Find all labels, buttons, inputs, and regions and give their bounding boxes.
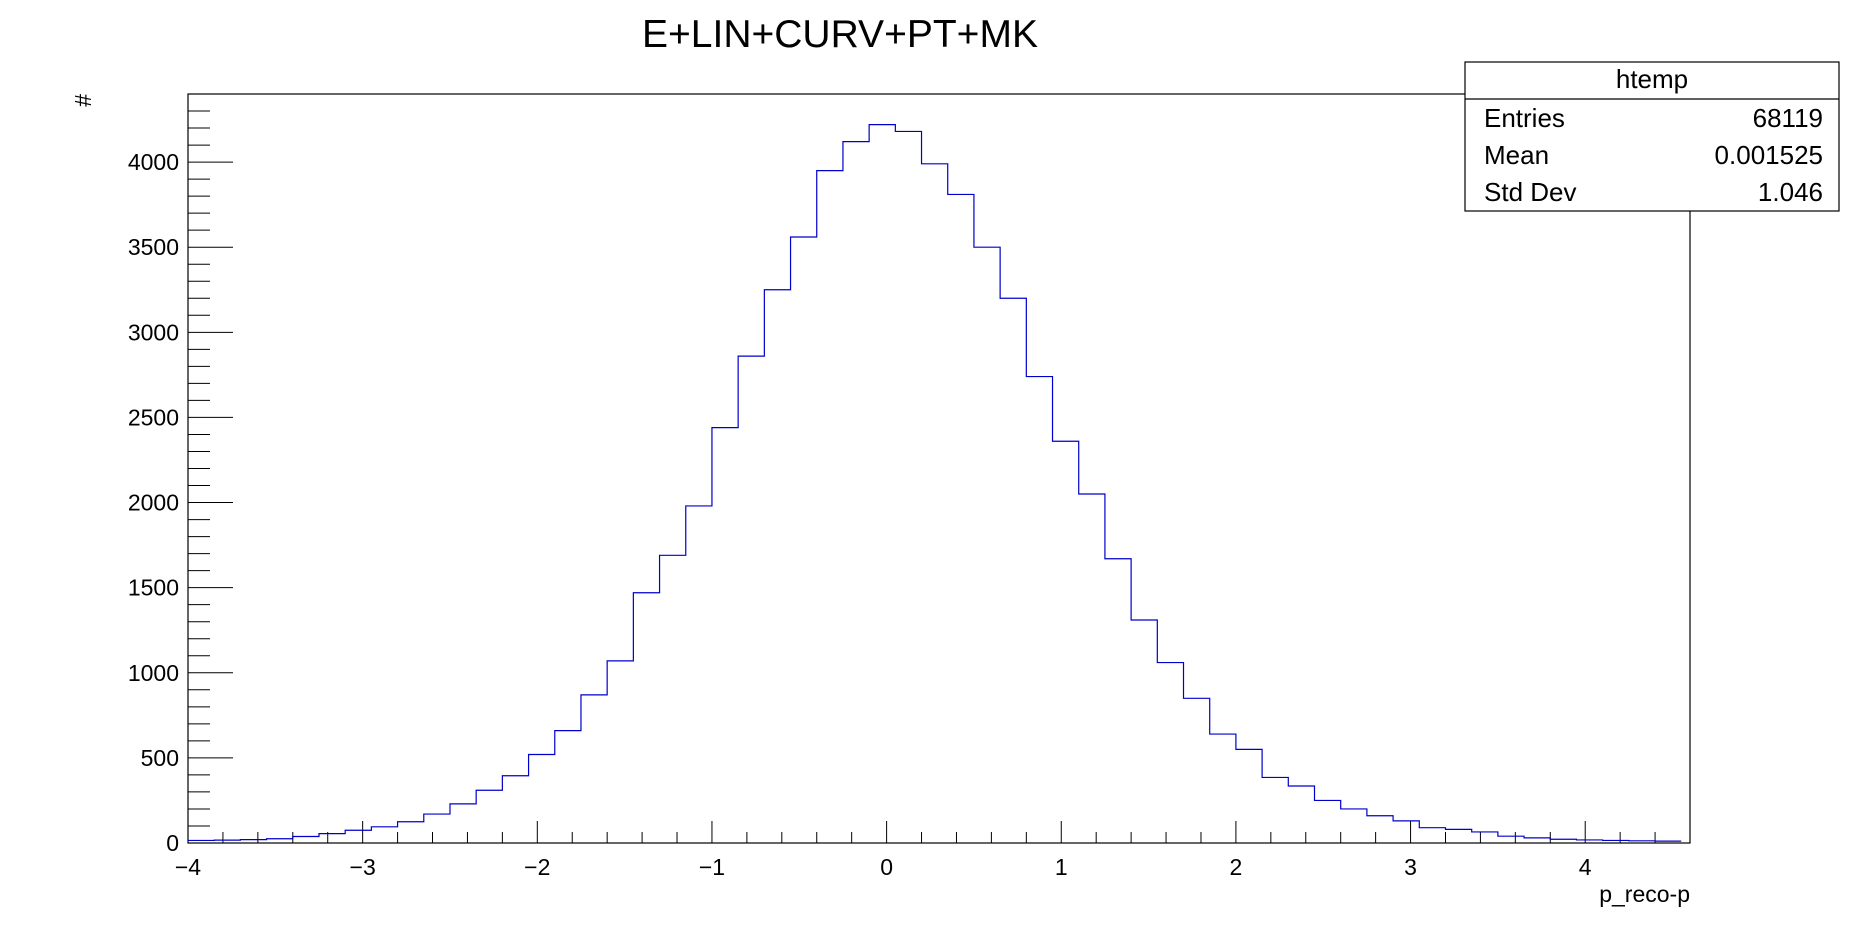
histogram-series-line — [188, 124, 1682, 842]
y-tick-label: 3500 — [128, 234, 179, 260]
x-tick-label: −3 — [350, 854, 376, 880]
x-tick-label: 3 — [1404, 854, 1417, 880]
y-tick-label: 4000 — [128, 149, 179, 175]
x-axis-ticks — [187, 821, 1691, 843]
x-tick-label: −2 — [524, 854, 550, 880]
y-tick-label: 500 — [141, 745, 179, 771]
stats-entries-value: 68119 — [1753, 103, 1823, 133]
stats-entries-label: Entries — [1484, 103, 1565, 133]
x-tick-label: 4 — [1579, 854, 1592, 880]
stats-mean-label: Mean — [1484, 140, 1549, 170]
stats-box-frame — [1464, 61, 1840, 212]
y-tick-label: 1500 — [128, 575, 179, 601]
y-axis-tick-labels: 0 500 1000 1500 2000 2500 3000 3500 4000 — [128, 149, 179, 856]
y-tick-label: 1000 — [128, 660, 179, 686]
y-tick-label: 0 — [166, 830, 179, 856]
chart-title: E+LIN+CURV+PT+MK — [642, 13, 1038, 56]
stats-stddev-value: 1.046 — [1758, 177, 1823, 207]
y-tick-label: 3000 — [128, 319, 179, 345]
y-axis-ticks — [188, 93, 233, 844]
x-tick-label: −1 — [699, 854, 725, 880]
stats-box-name: htemp — [1616, 64, 1688, 94]
x-tick-label: 1 — [1055, 854, 1068, 880]
x-tick-label: −4 — [175, 854, 201, 880]
y-tick-label: 2500 — [128, 404, 179, 430]
stats-mean-value: 0.001525 — [1715, 140, 1823, 170]
stats-box: htemp Entries 68119 Mean 0.001525 Std De… — [1464, 61, 1840, 212]
x-axis-label: p_reco-p — [1599, 881, 1690, 907]
x-tick-label: 0 — [880, 854, 893, 880]
x-axis-tick-labels: −4 −3 −2 −1 0 1 2 3 4 — [175, 854, 1592, 880]
y-axis-label: # — [70, 94, 96, 107]
y-tick-label: 2000 — [128, 490, 179, 516]
stats-stddev-label: Std Dev — [1484, 177, 1577, 207]
x-tick-label: 2 — [1230, 854, 1243, 880]
